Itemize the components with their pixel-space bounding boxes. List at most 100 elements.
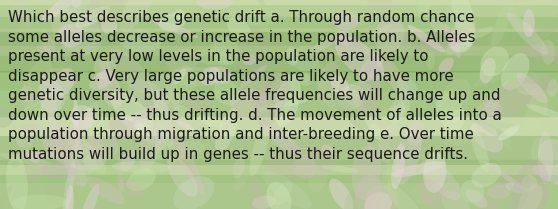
- Ellipse shape: [122, 104, 160, 123]
- Ellipse shape: [446, 109, 466, 123]
- Ellipse shape: [57, 0, 98, 22]
- Ellipse shape: [196, 0, 233, 10]
- Ellipse shape: [336, 84, 365, 110]
- Ellipse shape: [332, 94, 369, 134]
- Ellipse shape: [20, 86, 35, 103]
- Ellipse shape: [351, 88, 364, 113]
- Ellipse shape: [449, 20, 475, 52]
- Ellipse shape: [233, 169, 250, 190]
- Ellipse shape: [501, 53, 530, 90]
- Ellipse shape: [472, 163, 501, 187]
- Ellipse shape: [358, 51, 384, 83]
- Ellipse shape: [352, 145, 381, 200]
- Ellipse shape: [169, 127, 205, 195]
- Ellipse shape: [413, 28, 470, 52]
- Ellipse shape: [50, 126, 81, 159]
- Ellipse shape: [521, 44, 558, 64]
- Ellipse shape: [369, 124, 383, 140]
- Ellipse shape: [128, 110, 158, 125]
- Ellipse shape: [21, 60, 54, 110]
- Ellipse shape: [364, 192, 392, 209]
- Ellipse shape: [42, 125, 107, 171]
- Ellipse shape: [424, 152, 446, 193]
- Ellipse shape: [488, 185, 511, 199]
- Ellipse shape: [426, 52, 435, 70]
- Ellipse shape: [470, 125, 489, 172]
- Ellipse shape: [36, 45, 50, 54]
- Ellipse shape: [474, 119, 513, 143]
- Ellipse shape: [199, 115, 223, 128]
- Ellipse shape: [45, 176, 70, 204]
- Ellipse shape: [167, 156, 198, 197]
- Ellipse shape: [266, 182, 291, 209]
- Ellipse shape: [174, 176, 214, 209]
- Ellipse shape: [73, 144, 83, 155]
- Ellipse shape: [256, 70, 290, 127]
- Ellipse shape: [0, 186, 12, 209]
- Ellipse shape: [275, 73, 301, 127]
- Ellipse shape: [93, 5, 146, 15]
- Ellipse shape: [16, 131, 33, 148]
- Ellipse shape: [480, 46, 509, 76]
- Ellipse shape: [41, 31, 56, 58]
- Ellipse shape: [227, 17, 251, 40]
- Ellipse shape: [378, 123, 402, 163]
- Ellipse shape: [299, 74, 312, 86]
- Ellipse shape: [484, 161, 531, 193]
- Ellipse shape: [174, 105, 194, 122]
- Ellipse shape: [62, 161, 75, 209]
- Ellipse shape: [37, 79, 65, 113]
- Ellipse shape: [101, 16, 117, 34]
- Ellipse shape: [117, 156, 123, 195]
- Ellipse shape: [522, 175, 537, 191]
- Ellipse shape: [430, 19, 449, 36]
- Ellipse shape: [367, 110, 389, 164]
- Ellipse shape: [98, 70, 123, 108]
- Ellipse shape: [11, 159, 20, 167]
- Ellipse shape: [84, 156, 97, 173]
- Ellipse shape: [292, 45, 320, 71]
- Ellipse shape: [439, 57, 454, 74]
- Ellipse shape: [118, 29, 162, 52]
- Ellipse shape: [174, 69, 186, 83]
- Ellipse shape: [189, 50, 233, 65]
- Ellipse shape: [35, 87, 62, 138]
- Ellipse shape: [58, 24, 84, 47]
- Ellipse shape: [533, 165, 558, 187]
- Ellipse shape: [411, 183, 437, 205]
- Ellipse shape: [75, 6, 110, 28]
- Ellipse shape: [108, 48, 152, 94]
- Ellipse shape: [498, 125, 519, 141]
- Ellipse shape: [65, 159, 89, 186]
- Ellipse shape: [344, 82, 372, 98]
- Ellipse shape: [363, 106, 412, 136]
- Ellipse shape: [214, 79, 240, 105]
- Ellipse shape: [377, 14, 412, 49]
- Ellipse shape: [538, 131, 553, 185]
- Ellipse shape: [321, 144, 333, 156]
- Ellipse shape: [52, 10, 80, 44]
- Ellipse shape: [547, 79, 558, 97]
- Ellipse shape: [211, 37, 240, 65]
- Ellipse shape: [85, 0, 124, 26]
- Ellipse shape: [474, 71, 506, 87]
- Ellipse shape: [157, 113, 180, 140]
- Ellipse shape: [395, 126, 422, 184]
- Ellipse shape: [441, 191, 470, 209]
- Ellipse shape: [331, 75, 349, 96]
- Ellipse shape: [41, 163, 76, 180]
- Ellipse shape: [541, 40, 555, 65]
- Ellipse shape: [99, 57, 116, 72]
- Ellipse shape: [134, 118, 167, 145]
- Ellipse shape: [386, 157, 397, 207]
- Ellipse shape: [110, 92, 153, 132]
- Ellipse shape: [480, 58, 496, 83]
- Ellipse shape: [406, 120, 426, 145]
- Ellipse shape: [470, 80, 509, 120]
- Ellipse shape: [354, 175, 383, 209]
- Ellipse shape: [367, 0, 392, 18]
- Ellipse shape: [209, 66, 232, 84]
- Ellipse shape: [166, 49, 198, 73]
- Ellipse shape: [344, 188, 366, 209]
- Ellipse shape: [416, 0, 432, 13]
